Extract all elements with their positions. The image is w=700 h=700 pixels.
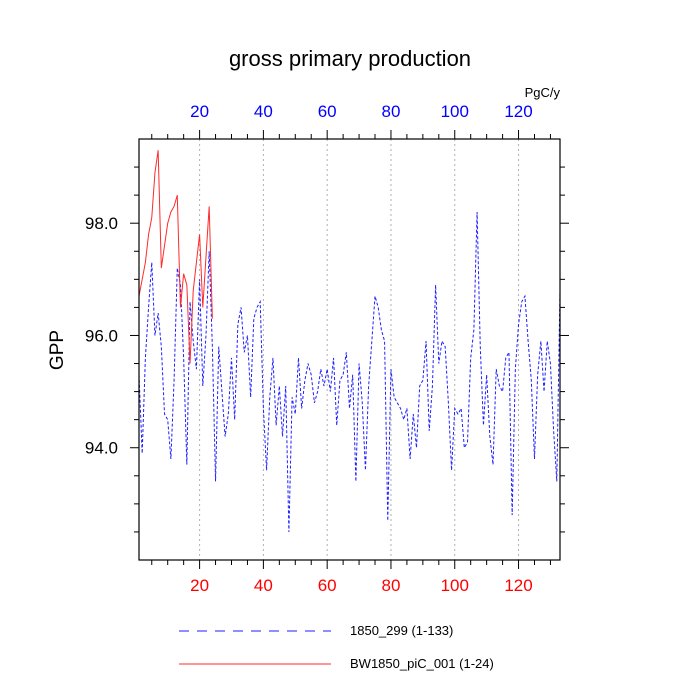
x-tick-label-top-80: 80 (382, 102, 401, 121)
x-tick-label-top-20: 20 (190, 102, 209, 121)
y-tick-label-1: 96.0 (85, 326, 118, 345)
axis-ticks (130, 130, 569, 569)
x-tick-label-bottom-20: 20 (190, 576, 209, 595)
series-lines (139, 150, 560, 532)
legend-label-bw1850: BW1850_piC_001 (1-24) (350, 656, 494, 671)
legend: 1850_299 (1-133) BW1850_piC_001 (1-24) (179, 623, 494, 671)
chart-title: gross primary production (229, 46, 471, 71)
plot-frame (138, 138, 561, 561)
y-tick-label-0: 94.0 (85, 439, 118, 458)
x-tick-label-bottom-60: 60 (318, 576, 337, 595)
y-tick-label-2: 98.0 (85, 214, 118, 233)
units-label: PgC/y (525, 85, 561, 100)
x-tick-label-bottom-80: 80 (382, 576, 401, 595)
x-tick-label-bottom-100: 100 (441, 576, 469, 595)
y-axis-label: GPP (47, 330, 68, 370)
series-line-bw1850-pic (139, 150, 213, 364)
x-tick-label-top-100: 100 (441, 102, 469, 121)
x-tick-label-top-120: 120 (504, 102, 532, 121)
legend-label-1850-299: 1850_299 (1-133) (350, 623, 453, 638)
tick-labels: 20 20 40 40 60 60 80 80 100 100 120 120 94.0 96.0 98.0 (85, 102, 533, 595)
x-tick-label-bottom-40: 40 (254, 576, 273, 595)
grid-lines (199, 139, 520, 560)
series-line-1850-299 (139, 211, 560, 532)
x-tick-label-bottom-120: 120 (504, 576, 532, 595)
x-tick-label-top-40: 40 (254, 102, 273, 121)
x-tick-label-top-60: 60 (318, 102, 337, 121)
